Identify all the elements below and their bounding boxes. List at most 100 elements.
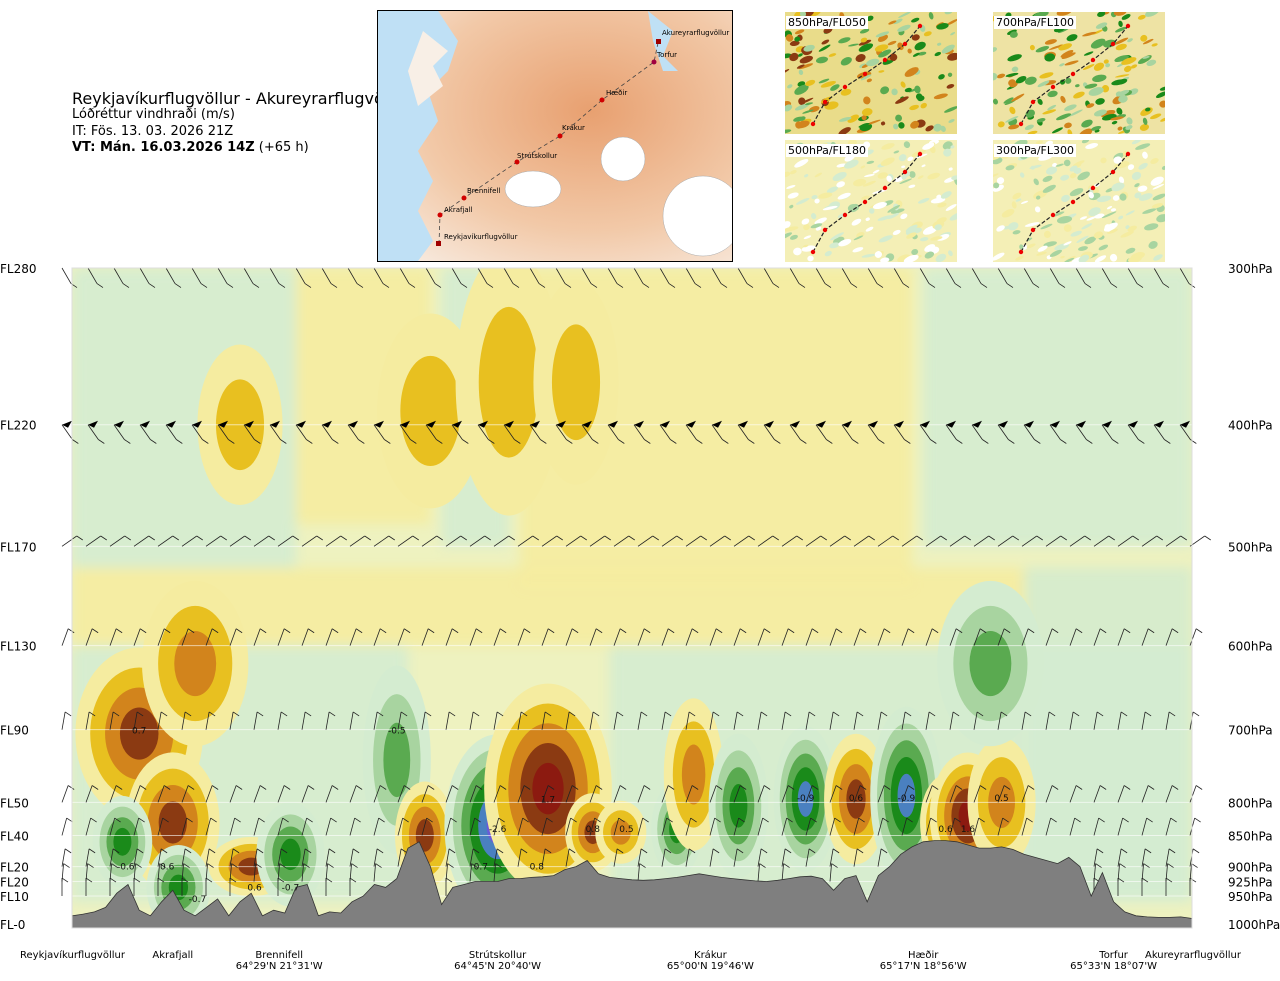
panel-texture <box>1088 191 1094 199</box>
panel-texture <box>934 51 942 57</box>
location-label: Akureyrarflugvöllur <box>1128 950 1258 961</box>
wind-barb <box>301 785 309 803</box>
panel-texture <box>785 171 791 178</box>
panel-texture <box>1106 205 1113 210</box>
wind-barb-feather <box>499 785 507 790</box>
terrain-profile <box>71 840 1193 929</box>
panel-texture <box>1024 222 1040 227</box>
wind-barb-feather <box>88 848 96 854</box>
wind-barb <box>581 424 593 440</box>
wind-barb <box>589 711 594 730</box>
wind-barb-feather <box>330 817 337 823</box>
panel-texture <box>1139 123 1149 131</box>
wind-barb <box>347 267 358 284</box>
wind-barb-feather <box>205 877 213 883</box>
panel-texture <box>1085 143 1099 149</box>
wind-barb-feather <box>1099 628 1107 634</box>
panel-texture <box>861 253 876 258</box>
wind-barb <box>925 785 933 803</box>
wind-barb-feather <box>280 439 287 444</box>
wind-barb <box>901 817 908 836</box>
wind-barb <box>253 863 256 882</box>
wind-barb-feather <box>244 535 251 541</box>
panel-texture <box>933 123 942 132</box>
wind-barb <box>61 711 66 730</box>
wind-barb <box>805 848 810 867</box>
wind-barb-feather <box>306 817 313 823</box>
panel-texture <box>1115 26 1127 33</box>
panel-texture <box>899 178 913 185</box>
wind-barb <box>853 817 860 836</box>
wind-barb <box>469 711 474 730</box>
panel-texture <box>1127 164 1135 170</box>
panel-texture <box>1100 157 1107 164</box>
wind-barb-feather <box>410 439 417 444</box>
wind-barb <box>565 785 573 803</box>
panel-texture <box>1055 163 1064 167</box>
wind-barb <box>763 267 774 284</box>
wind-barb-feather <box>712 711 720 717</box>
wind-barb-feather <box>786 817 793 823</box>
panel-texture <box>1086 103 1095 108</box>
wind-barb <box>893 267 904 284</box>
panel-texture <box>1043 241 1057 247</box>
wind-barb <box>301 711 306 730</box>
wind-barb <box>541 785 549 803</box>
wind-barb-feather <box>1036 535 1043 541</box>
wind-barb-feather <box>1156 535 1163 541</box>
wind-barb <box>757 817 764 836</box>
wind-barb-feather <box>187 785 195 790</box>
wind-barb-feather <box>808 848 816 854</box>
panel-texture <box>1150 176 1164 186</box>
wind-barb-feather <box>628 535 635 541</box>
panel-texture <box>789 204 794 209</box>
wind-barb-feather <box>714 817 721 823</box>
wind-barb <box>301 848 306 867</box>
wind-barb <box>565 711 570 730</box>
location-label: Torfur 65°33'N 18°07'W <box>1034 950 1194 972</box>
wind-barb <box>733 535 749 547</box>
panel-texture <box>936 23 949 30</box>
wind-barb <box>565 848 570 867</box>
panel-texture <box>840 57 852 66</box>
panel-texture <box>1086 216 1096 221</box>
wind-barb <box>191 424 203 440</box>
wind-barb <box>1093 535 1109 547</box>
wind-barb-feather <box>64 848 72 854</box>
panel-texture <box>785 129 792 134</box>
wind-barb-feather <box>378 817 385 823</box>
panel-texture <box>901 174 907 180</box>
wind-barb <box>1101 424 1113 440</box>
wind-barb <box>321 424 333 440</box>
wind-barb <box>277 535 293 547</box>
panel-texture <box>1073 91 1085 99</box>
wind-barb-feather <box>207 863 214 868</box>
wind-barb-feather <box>1032 283 1040 288</box>
wind-barb-feather <box>882 817 889 823</box>
wind-barb-feather <box>906 817 913 823</box>
panel-texture <box>1125 210 1135 216</box>
wind-barb <box>815 267 826 284</box>
panel-texture <box>1034 206 1041 213</box>
wind-barb-feather <box>355 785 363 790</box>
blob-contour <box>119 707 159 760</box>
map-label-brennifell: Brennifell <box>467 187 500 195</box>
wind-barb-feather <box>355 628 363 634</box>
wind-barb-feather <box>738 817 745 823</box>
wind-barb-feather <box>715 785 723 790</box>
contour-value-label: 0.6 <box>160 863 175 873</box>
panel-texture <box>900 213 908 220</box>
wind-barb <box>217 267 228 284</box>
wind-barb-feather <box>715 628 723 634</box>
panel-texture <box>1103 59 1109 64</box>
panel-texture <box>863 174 875 178</box>
panel-texture <box>859 63 866 68</box>
panel-texture <box>887 40 897 46</box>
panel-route-point <box>917 23 923 29</box>
wind-barb-feather <box>826 439 833 444</box>
wind-barb-feather <box>616 283 624 288</box>
wind-barb <box>157 535 173 547</box>
panel-texture <box>933 93 948 100</box>
wind-barb-pennant <box>582 420 592 428</box>
wind-barb <box>1021 711 1026 730</box>
